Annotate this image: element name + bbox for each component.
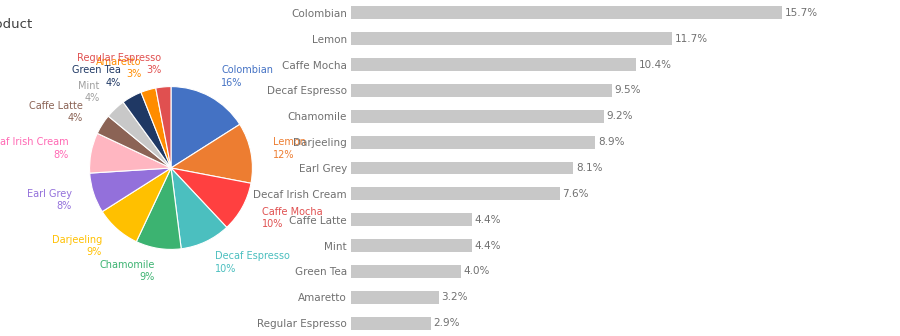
Wedge shape [171,87,239,168]
Text: Green Tea
4%: Green Tea 4% [72,66,121,88]
Text: Decaf Irish Cream
8%: Decaf Irish Cream 8% [0,137,68,160]
Bar [351,6,782,19]
Bar [351,239,472,252]
Text: 4.4%: 4.4% [474,241,501,251]
Text: 2.9%: 2.9% [434,318,460,328]
Wedge shape [123,92,171,168]
Bar [351,110,604,123]
Wedge shape [171,168,227,249]
Bar [351,136,595,149]
Text: Mint
4%: Mint 4% [78,81,100,103]
Wedge shape [136,168,181,249]
Wedge shape [141,88,171,168]
Text: Colombian
16%: Colombian 16% [221,66,274,88]
Wedge shape [90,133,171,173]
Text: Darjeeling
9%: Darjeeling 9% [52,235,102,257]
Text: 4.0%: 4.0% [464,266,490,277]
Bar [351,213,472,226]
Text: 10.4%: 10.4% [639,59,672,70]
Text: Amaretto
3%: Amaretto 3% [96,57,142,79]
Wedge shape [103,168,171,242]
Text: Decaf Espresso
10%: Decaf Espresso 10% [215,251,291,274]
Text: % of Total Sales per Product: % of Total Sales per Product [0,18,32,31]
Text: 15.7%: 15.7% [785,8,818,18]
Bar [351,187,560,200]
Text: Caffe Latte
4%: Caffe Latte 4% [29,101,83,123]
Wedge shape [171,168,251,227]
Text: 11.7%: 11.7% [675,34,708,44]
Text: 8.9%: 8.9% [598,137,625,147]
Bar [351,317,430,330]
Bar [351,58,636,71]
Text: 9.5%: 9.5% [615,85,641,95]
Bar [351,291,439,304]
Text: 8.1%: 8.1% [576,163,603,173]
Wedge shape [171,124,252,183]
Text: 4.4%: 4.4% [474,215,501,225]
Wedge shape [90,168,171,212]
Text: Regular Espresso
3%: Regular Espresso 3% [77,53,161,76]
Text: Lemon
12%: Lemon 12% [274,137,306,160]
Wedge shape [108,102,171,168]
Text: Chamomile
9%: Chamomile 9% [99,260,155,282]
Bar [351,32,672,45]
Bar [351,84,612,97]
Text: 9.2%: 9.2% [607,111,633,121]
Text: Earl Grey
8%: Earl Grey 8% [27,189,72,211]
Bar [351,265,461,278]
Text: 7.6%: 7.6% [562,189,589,199]
Wedge shape [97,116,171,168]
Text: 3.2%: 3.2% [442,292,468,302]
Text: Caffe Mocha
10%: Caffe Mocha 10% [262,207,323,229]
Wedge shape [156,87,171,168]
Bar [351,162,573,174]
